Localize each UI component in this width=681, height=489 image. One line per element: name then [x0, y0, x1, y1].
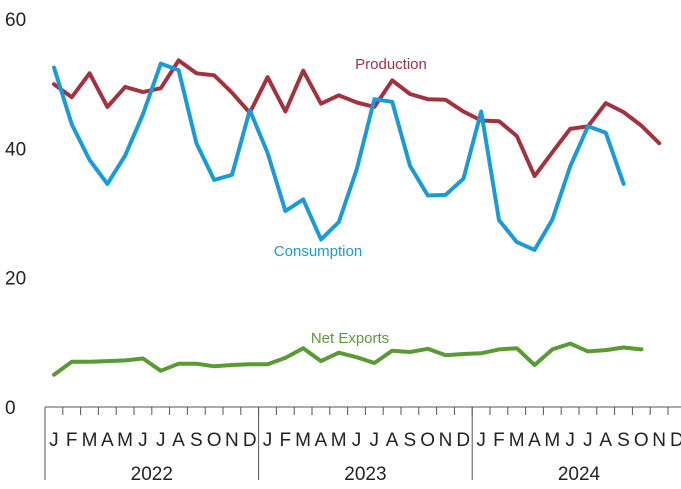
month-label: A: [386, 430, 399, 451]
month-label: A: [528, 430, 541, 451]
month-label: A: [315, 430, 328, 451]
month-label: A: [172, 430, 185, 451]
y-tick-label: 40: [5, 139, 26, 160]
y-tick-label: 0: [5, 398, 16, 419]
month-label: J: [49, 430, 59, 451]
month-label: M: [117, 430, 133, 451]
month-label: J: [352, 430, 362, 451]
month-label: M: [295, 430, 311, 451]
month-label: J: [156, 430, 166, 451]
month-label: J: [138, 430, 148, 451]
month-label: D: [670, 430, 681, 451]
series-labels: Production Consumption Net Exports: [274, 56, 427, 347]
month-label: J: [263, 430, 273, 451]
y-tick-label: 60: [5, 10, 26, 31]
y-tick-label: 20: [5, 269, 26, 290]
month-label: F: [66, 430, 78, 451]
month-label: J: [583, 430, 593, 451]
y-axis: 0 20 40 60: [5, 10, 26, 419]
series-line-consumption: [52, 61, 626, 252]
month-label: N: [652, 430, 666, 451]
month-label: A: [101, 430, 114, 451]
series-line-production: [52, 58, 662, 179]
series-label-consumption: Consumption: [274, 243, 362, 260]
month-label: F: [493, 430, 505, 451]
year-label: 2023: [344, 464, 386, 485]
series-line-net-exports: [52, 341, 644, 377]
month-label: F: [279, 430, 291, 451]
month-label: O: [207, 430, 222, 451]
series-layer: [52, 58, 662, 377]
month-label: M: [331, 430, 347, 451]
month-label: M: [544, 430, 560, 451]
series-label-net-exports: Net Exports: [311, 330, 389, 347]
month-label: M: [82, 430, 98, 451]
month-label: O: [420, 430, 435, 451]
month-label: D: [243, 430, 257, 451]
year-label: 2024: [558, 464, 601, 485]
month-label: A: [599, 430, 612, 451]
month-label: M: [509, 430, 525, 451]
month-label: J: [370, 430, 380, 451]
series-label-production: Production: [355, 56, 427, 73]
month-label: N: [439, 430, 453, 451]
month-label: N: [225, 430, 239, 451]
month-label: D: [456, 430, 470, 451]
month-label: J: [476, 430, 486, 451]
month-label: S: [190, 430, 203, 451]
month-label: J: [565, 430, 575, 451]
month-label: O: [634, 430, 649, 451]
year-label: 2022: [131, 464, 173, 485]
month-label: S: [617, 430, 630, 451]
month-label: S: [404, 430, 417, 451]
